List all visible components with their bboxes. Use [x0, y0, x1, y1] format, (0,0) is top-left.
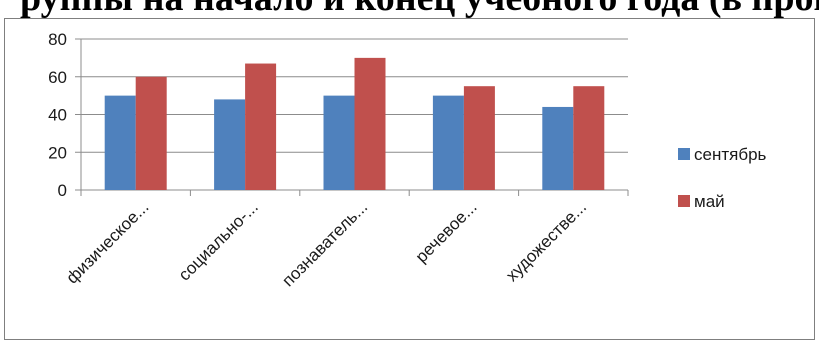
- bar-series2: [573, 86, 605, 190]
- bar-series2: [135, 76, 167, 190]
- legend-label: сентябрь: [694, 145, 767, 164]
- legend-swatch: [678, 195, 690, 207]
- bars: [104, 57, 605, 190]
- y-tick-label: 20: [48, 143, 67, 162]
- bar-series1: [214, 99, 246, 190]
- legend-swatch: [678, 148, 690, 160]
- x-category-label: художестве...: [502, 197, 590, 285]
- y-tick-label: 40: [48, 106, 67, 125]
- page-heading-fragment: руппы на начало и конец учебного года (в…: [20, 0, 819, 18]
- x-category-label: познаватель...: [278, 197, 371, 290]
- bar-series1: [104, 95, 136, 190]
- bar-series1: [432, 95, 464, 190]
- y-tick-label: 0: [58, 181, 67, 200]
- bar-series1: [323, 95, 355, 190]
- x-category-label: физическое...: [63, 197, 153, 287]
- x-category-label: речевое...: [412, 197, 481, 266]
- y-tick-label: 80: [48, 30, 67, 49]
- bar-series2: [354, 57, 386, 190]
- bar-series2: [463, 86, 495, 190]
- legend-label: май: [694, 192, 725, 211]
- legend: сентябрь май: [678, 145, 767, 211]
- y-tick-label: 60: [48, 68, 67, 87]
- bar-series1: [542, 106, 574, 190]
- x-category-label: социально-...: [175, 197, 262, 284]
- bar-series2: [245, 63, 277, 190]
